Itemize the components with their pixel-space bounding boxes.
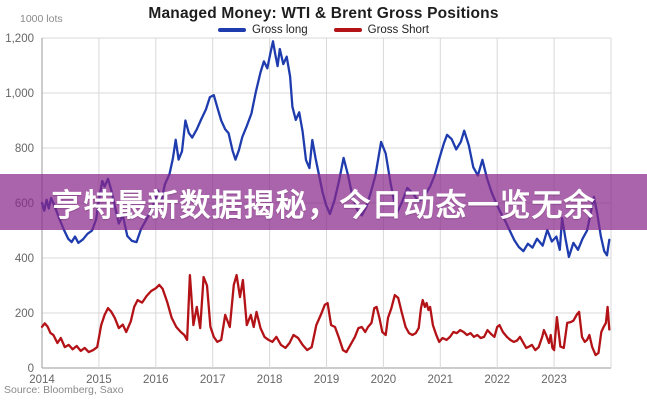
series-line-gross-short: [40, 273, 611, 357]
legend-item-gross-short: Gross Short: [333, 24, 429, 36]
legend-label-gross-short: Gross Short: [367, 24, 429, 36]
banner-headline: 亨特最新数据揭秘，今日动态一览无余: [51, 187, 596, 223]
series-line-gross-long: [40, 40, 611, 259]
x-tick-label: 2016: [143, 374, 169, 386]
x-tick-label: 2015: [86, 374, 112, 386]
x-tick-label: 2022: [484, 374, 510, 386]
overlay-banner: 亨特最新数据揭秘，今日动态一览无余: [0, 174, 647, 230]
y-tick-label: 1,000: [5, 88, 34, 100]
x-tick-label: 2020: [371, 374, 397, 386]
legend-item-gross-long: Gross long: [218, 24, 308, 36]
gross-long-line-icon: [218, 28, 247, 32]
x-tick-label: 2018: [257, 374, 283, 386]
y-tick-label: 800: [15, 143, 34, 155]
y-tick-label: 1,200: [5, 33, 34, 45]
unit-label: 1000 lots: [20, 13, 63, 25]
legend-label-gross-long: Gross long: [252, 24, 308, 36]
y-tick-label: 0: [28, 363, 34, 375]
x-tick-label: 2014: [29, 374, 55, 386]
x-tick-label: 2021: [428, 374, 454, 386]
gross-short-line-icon: [333, 28, 362, 32]
y-tick-label: 400: [15, 253, 34, 265]
x-tick-label: 2023: [541, 374, 567, 386]
y-tick-label: 200: [15, 308, 34, 320]
chart-legend: Gross long Gross Short: [0, 24, 647, 36]
source-attribution: Source: Bloomberg, Saxo: [4, 384, 124, 396]
chart-title: Managed Money: WTI & Brent Gross Positio…: [148, 5, 499, 22]
x-tick-label: 2019: [314, 374, 340, 386]
x-tick-label: 2017: [200, 374, 226, 386]
